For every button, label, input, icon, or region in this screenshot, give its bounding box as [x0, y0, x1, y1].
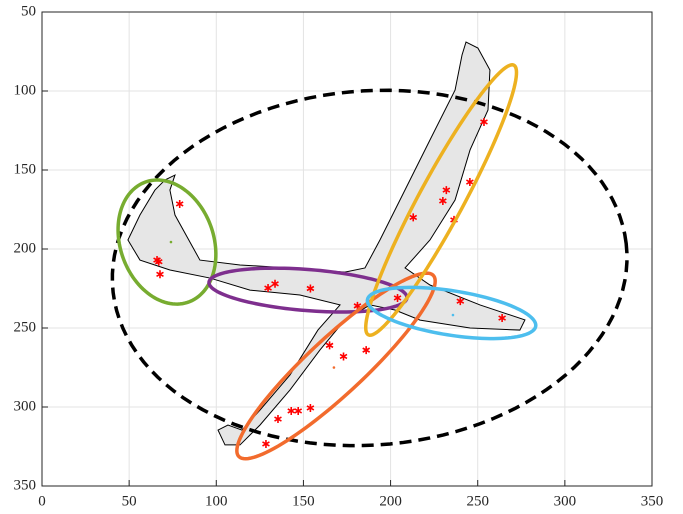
centroid — [170, 241, 173, 244]
y-tick-label: 50 — [21, 3, 36, 19]
y-tick-label: 300 — [14, 398, 37, 414]
centroid — [333, 366, 336, 369]
x-tick-label: 100 — [205, 493, 228, 509]
y-tick-label: 150 — [14, 161, 37, 177]
y-tick-label: 350 — [14, 477, 37, 493]
y-tick-label: 200 — [14, 240, 37, 256]
y-tick-label: 250 — [14, 319, 37, 335]
y-tick-label: 100 — [14, 82, 37, 98]
x-tick-label: 200 — [379, 493, 402, 509]
x-tick-label: 50 — [122, 493, 137, 509]
chart: 0 50 100 150 200 250 300 350 50 100 150 200 250 300 35… — [0, 0, 683, 514]
x-tick-label: 350 — [641, 493, 664, 509]
page: 0 50 100 150 200 250 300 350 50 100 150 200 250 300 35… — [0, 0, 683, 514]
x-tick-label: 0 — [38, 493, 46, 509]
centroid — [452, 314, 455, 317]
x-tick-label: 150 — [292, 493, 315, 509]
x-tick-label: 250 — [466, 493, 489, 509]
x-tick-label: 300 — [554, 493, 577, 509]
